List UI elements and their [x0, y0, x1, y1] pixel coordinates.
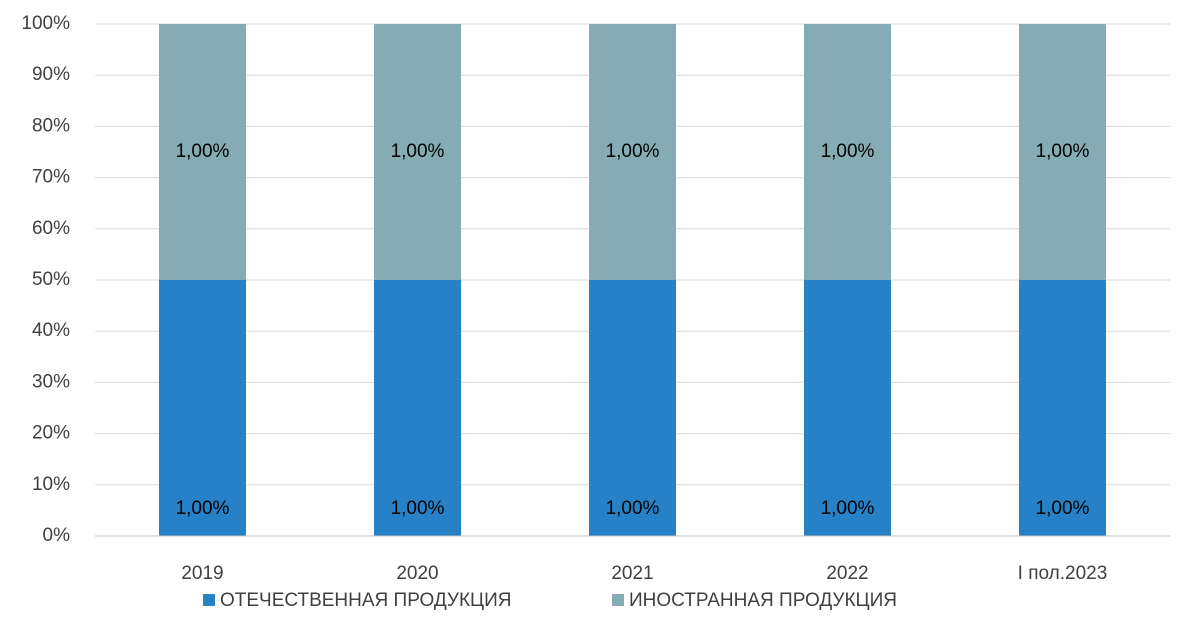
bar-segment — [589, 280, 676, 536]
data-label: 1,00% — [391, 141, 445, 162]
data-label: 1,00% — [176, 498, 230, 519]
y-tick-label: 0% — [43, 525, 71, 546]
bar-segment — [159, 24, 246, 280]
x-tick-label: 2019 — [181, 563, 223, 584]
y-tick-label: 90% — [32, 64, 70, 85]
y-tick-label: 60% — [32, 218, 70, 239]
y-tick-label: 50% — [32, 269, 70, 290]
data-label: 1,00% — [391, 498, 445, 519]
bar-segment — [1019, 24, 1106, 280]
bar-segment — [804, 24, 891, 280]
x-tick-label: 2021 — [611, 563, 653, 584]
data-label: 1,00% — [1036, 498, 1090, 519]
x-tick-label: 2022 — [826, 563, 868, 584]
y-tick-label: 20% — [32, 423, 70, 444]
y-tick-label: 10% — [32, 474, 70, 495]
bar-segment — [804, 280, 891, 536]
data-label: 1,00% — [176, 141, 230, 162]
legend-label: ОТЕЧЕСТВЕННАЯ ПРОДУКЦИЯ — [220, 590, 511, 611]
bar-segment — [374, 24, 461, 280]
bar-segment — [374, 280, 461, 536]
y-tick-label: 100% — [21, 13, 70, 34]
bar-segment — [589, 24, 676, 280]
legend-label: ИНОСТРАННАЯ ПРОДУКЦИЯ — [629, 590, 897, 611]
legend-swatch — [203, 594, 215, 606]
data-label: 1,00% — [606, 498, 660, 519]
x-tick-label: 2020 — [396, 563, 438, 584]
y-tick-label: 30% — [32, 371, 70, 392]
y-tick-label: 80% — [32, 115, 70, 136]
bar-segment — [1019, 280, 1106, 536]
data-label: 1,00% — [1036, 141, 1090, 162]
data-label: 1,00% — [606, 141, 660, 162]
data-label: 1,00% — [821, 141, 875, 162]
legend-swatch — [612, 594, 624, 606]
bar-segment — [159, 280, 246, 536]
data-label: 1,00% — [821, 498, 875, 519]
x-tick-label: I пол.2023 — [1018, 563, 1108, 584]
y-tick-label: 40% — [32, 320, 70, 341]
y-tick-label: 70% — [32, 167, 70, 188]
